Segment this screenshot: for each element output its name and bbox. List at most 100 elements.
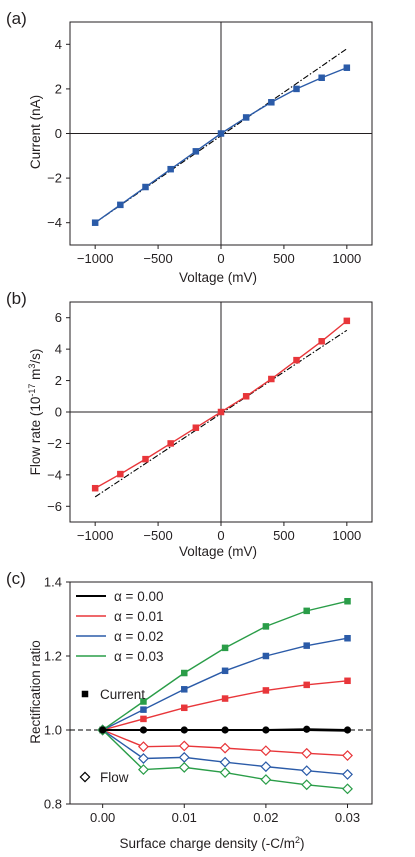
panel-a-ytick-label: 0 [55, 126, 62, 141]
panel-a-xlabel: Voltage (mV) [179, 270, 257, 285]
panel-c-flow-point [342, 750, 353, 761]
panel-c-flow-point [178, 761, 190, 773]
panel-c-flow-point [342, 783, 353, 795]
panel-c-legend-flow-marker [79, 771, 91, 783]
panel-c-current-point [344, 597, 351, 605]
panel-c-xlabel: Surface charge density (-C/m2) [119, 835, 304, 851]
panel-c-legend-current-label: Current [100, 687, 145, 702]
panel-c-label: (c) [6, 569, 26, 588]
panel-c-current-point [181, 686, 188, 693]
panel-a-data-point [217, 130, 225, 137]
panel-a-xtick-label: 1000 [332, 251, 361, 266]
panel-b-xtick-label: 500 [273, 528, 295, 543]
panel-c-current-point [140, 698, 147, 705]
panel-c-ytick-label: 0.8 [44, 797, 62, 812]
panel-b-ytick-label: 4 [55, 342, 62, 357]
panel-a: (a) −1000 −500 0 500 1000 −4 −2 0 2 4 Voltage (mV… [6, 9, 373, 285]
panel-c-frame [69, 581, 373, 805]
panel-c-flow-point [301, 765, 313, 777]
panel-b-data-point [117, 470, 124, 478]
panel-c-flow-point [138, 753, 149, 764]
panel-c-flow-point [178, 751, 190, 763]
panel-c-ytick-label: 1.0 [44, 723, 62, 738]
panel-b-ytick-label: −4 [47, 467, 62, 482]
panel-a-ylabel: Current (nA) [28, 95, 43, 169]
panel-b-data-point [192, 424, 200, 431]
panel-c-current-point [221, 695, 229, 702]
panel-a-xtick-label: −1000 [77, 251, 114, 266]
panel-a-data-point [91, 219, 99, 226]
panel-b-data-point [343, 317, 351, 325]
panel-a-data-point [318, 74, 325, 81]
panel-c-current-point [139, 726, 148, 734]
panel-b-xtick-label: 0 [217, 528, 224, 543]
panel-a-data-point [293, 85, 300, 93]
panel-c-current-point [303, 725, 311, 733]
panel-c-current-point [303, 642, 310, 649]
panel-b-data-point [318, 338, 325, 345]
panel-c-legend-flow-label: Flow [100, 770, 129, 785]
panel-c-plot: 0.00 0.01 0.02 0.03 0.8 1.0 1.2 1.4 α = 0.00 α = … [44, 575, 373, 825]
panel-b-label: (b) [6, 289, 27, 308]
panel-c-xtick-label: 0.03 [335, 810, 360, 825]
panel-b-ytick-label: −2 [47, 436, 62, 451]
panel-c-current-point [140, 706, 147, 713]
panel-c-flow-point [219, 742, 231, 754]
panel-c-current-point [221, 644, 229, 652]
panel-b-data-point [142, 455, 149, 463]
panel-a-data-point [167, 165, 174, 173]
panel-c-current-point [303, 681, 310, 689]
panel-b-xlabel: Voltage (mV) [179, 544, 257, 559]
panel-b-data-point [91, 484, 99, 492]
panel-a-data-point [268, 99, 275, 106]
panel-b-plot: −1000 −500 0 500 1000 −6 −4 −2 0 2 4 6 [47, 301, 373, 543]
panel-c-current-point [343, 726, 352, 734]
panel-c-current-point [262, 652, 270, 660]
panel-b-xtick-label: −1000 [77, 528, 114, 543]
panel-c-current-point [180, 726, 188, 734]
panel-c-xlabel-main: Surface charge density (-C/m [119, 836, 295, 851]
panel-c-flow-point [342, 768, 353, 780]
panel-c-legend-label: α = 0.01 [114, 609, 163, 624]
panel-c-flow-point [138, 741, 149, 753]
panel-c-current-point [262, 726, 270, 734]
panel-c-current-point [181, 704, 188, 712]
panel-b-data-point [293, 356, 300, 364]
panel-c-legend-label: α = 0.02 [114, 629, 163, 644]
panel-a-ytick-label: 4 [55, 37, 62, 52]
panel-b-xtick-label: 1000 [332, 528, 361, 543]
panel-b-ytick-label: 2 [55, 373, 62, 388]
panel-c-current-point [140, 715, 147, 723]
panel-c-current-point [262, 623, 270, 630]
panel-c-flow-point [219, 756, 231, 768]
panel-b-data-point [242, 393, 250, 400]
panel-c-flow-point [260, 761, 272, 773]
panel-b-ytick-label: 6 [55, 310, 62, 325]
panel-c-current-point [344, 677, 351, 685]
panel-c-legend-current-marker [81, 690, 89, 698]
panel-a-ytick-label: −4 [47, 215, 62, 230]
panel-c-flow-point [178, 740, 190, 752]
panel-c-current-point [99, 726, 107, 734]
panel-b: (b) −1000 −500 0 500 1000 −6 −4 −2 0 2 4 6 Voltage … [6, 289, 373, 559]
panel-b-ytick-label: 0 [55, 405, 62, 420]
panel-c-current-point [344, 634, 351, 642]
panel-b-data-point [268, 375, 275, 383]
panel-c-xlabel-end: ) [300, 836, 305, 851]
panel-a-label: (a) [6, 9, 27, 28]
panel-c-flow-point [219, 767, 231, 778]
panel-c-flow-point [138, 764, 149, 776]
panel-b-ylabel: Flow rate (10-17 m3/s) [27, 349, 43, 476]
panel-c-xlabel-sup: 2 [295, 835, 300, 845]
panel-c-current-point [303, 607, 310, 615]
panel-c-flow-point [260, 745, 272, 757]
panel-a-data-point [343, 64, 351, 71]
panel-a-ytick-label: 2 [55, 81, 62, 96]
panel-b-ylabel-tail: m [28, 369, 43, 384]
panel-b-ylabel-end: /s) [28, 349, 43, 364]
panel-b-xtick-label: −500 [143, 528, 172, 543]
panel-c-ylabel: Rectification ratio [28, 640, 43, 744]
panel-b-data-point [167, 440, 174, 447]
panel-c-flow-point [301, 779, 313, 791]
panel-c: (c) 0.00 0.01 0.02 0.03 0.8 1.0 1.2 1.4 α = 0.00… [6, 569, 373, 851]
